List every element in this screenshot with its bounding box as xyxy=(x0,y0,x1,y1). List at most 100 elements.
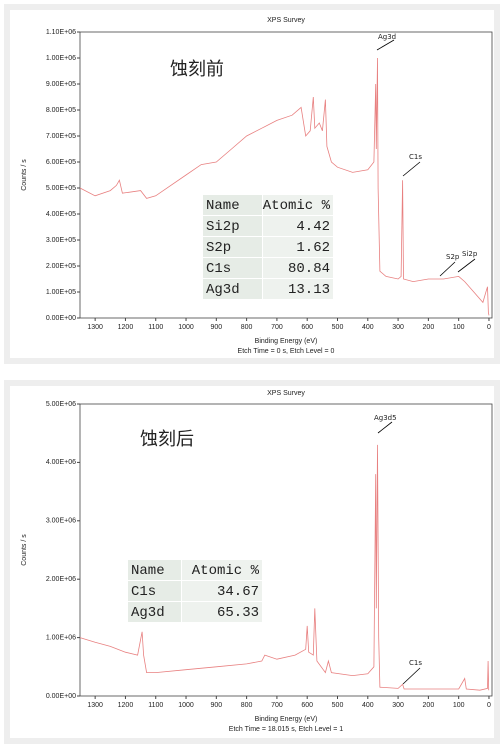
x-tick-label: 800 xyxy=(241,324,253,331)
x-tick-label: 300 xyxy=(392,324,404,331)
table-text: Ag3d xyxy=(131,605,165,621)
y-tick-label: 9.00E+05 xyxy=(46,81,76,88)
annotation: 蚀刻前 xyxy=(170,59,224,80)
spectrum-line xyxy=(79,57,490,316)
plot-frame xyxy=(79,403,493,697)
table-cell xyxy=(263,237,333,257)
chart-title: XPS Survey xyxy=(267,17,305,24)
x-tick-label: 700 xyxy=(271,324,283,331)
footer-note: Etch Time = 0 s, Etch Level = 0 xyxy=(238,348,335,355)
table-cell xyxy=(203,216,262,236)
leader-line xyxy=(439,261,456,277)
y-tick-label: 0.00E+00 xyxy=(46,693,76,700)
x-tick-label: 200 xyxy=(423,702,435,709)
table-text: 4.42 xyxy=(296,219,330,235)
x-tick-label: 1200 xyxy=(118,702,134,709)
table-text: S2p xyxy=(206,240,231,256)
x-tick-label: 1300 xyxy=(87,702,103,709)
y-tick-label: 2.00E+06 xyxy=(46,576,76,583)
annotation: Si2p xyxy=(462,250,478,258)
x-tick-label: 800 xyxy=(241,702,253,709)
y-tick-label: 2.00E+05 xyxy=(46,263,76,270)
x-tick-label: 600 xyxy=(301,702,313,709)
x-axis-label: Binding Energy (eV) xyxy=(255,338,318,345)
x-tick-label: 300 xyxy=(392,702,404,709)
x-tick-label: 1000 xyxy=(178,702,194,709)
leader-line xyxy=(376,39,395,51)
table-cell xyxy=(203,195,262,215)
panel-inner xyxy=(10,10,494,358)
table-cell xyxy=(263,258,333,278)
table-text: C1s xyxy=(131,584,156,600)
y-tick-label: 1.00E+05 xyxy=(46,289,76,296)
annotation: S2p xyxy=(446,253,460,261)
table-text: C1s xyxy=(206,261,231,277)
x-tick-label: 400 xyxy=(362,324,374,331)
y-tick-label: 0.00E+00 xyxy=(46,315,76,322)
table-text: 80.84 xyxy=(288,261,330,277)
table-text: 1.62 xyxy=(296,240,330,256)
x-tick-label: 100 xyxy=(453,702,465,709)
x-tick-label: 100 xyxy=(453,324,465,331)
annotation: Ag3d xyxy=(378,33,396,41)
table-cell xyxy=(128,602,181,622)
y-axis-label: Counts / s xyxy=(21,534,28,566)
table-cell xyxy=(128,560,181,580)
plot-frame xyxy=(79,31,493,319)
x-tick-label: 900 xyxy=(210,702,222,709)
y-tick-label: 1.10E+06 xyxy=(46,29,76,36)
y-axis-label: Counts / s xyxy=(21,159,28,191)
y-tick-label: 1.00E+06 xyxy=(46,55,76,62)
y-tick-label: 8.00E+05 xyxy=(46,107,76,114)
y-tick-label: 5.00E+06 xyxy=(46,401,76,408)
y-tick-label: 5.00E+05 xyxy=(46,185,76,192)
y-tick-label: 3.00E+06 xyxy=(46,518,76,525)
table-cell xyxy=(263,216,333,236)
annotation: Ag3d5 xyxy=(374,414,397,422)
x-tick-label: 500 xyxy=(332,702,344,709)
y-tick-label: 1.00E+06 xyxy=(46,634,76,641)
table-text: Atomic % xyxy=(192,563,260,579)
x-tick-label: 0 xyxy=(487,324,491,331)
table-text: Name xyxy=(131,563,165,579)
leader-line xyxy=(402,161,421,177)
x-tick-label: 500 xyxy=(332,324,344,331)
x-tick-label: 1300 xyxy=(87,324,103,331)
leader-line xyxy=(402,667,421,685)
leader-line xyxy=(377,421,393,434)
x-tick-label: 400 xyxy=(362,702,374,709)
x-tick-label: 600 xyxy=(301,324,313,331)
x-axis-label: Binding Energy (eV) xyxy=(255,716,318,723)
table-cell xyxy=(263,279,333,299)
x-tick-label: 1100 xyxy=(148,324,163,331)
y-tick-label: 4.00E+06 xyxy=(46,459,76,466)
annotation: 蚀刻后 xyxy=(140,429,194,450)
x-tick-label: 1100 xyxy=(148,702,163,709)
y-tick-label: 3.00E+05 xyxy=(46,237,76,244)
table-cell xyxy=(182,581,262,601)
table-text: Si2p xyxy=(206,219,240,235)
y-tick-label: 6.00E+05 xyxy=(46,159,76,166)
x-tick-label: 700 xyxy=(271,702,283,709)
table-text: Atomic % xyxy=(263,198,331,214)
leader-line xyxy=(457,258,476,273)
table-cell xyxy=(203,279,262,299)
x-tick-label: 200 xyxy=(423,324,435,331)
table-cell xyxy=(203,258,262,278)
table-cell xyxy=(263,195,333,215)
table-text: Ag3d xyxy=(206,282,240,298)
table-cell xyxy=(182,560,262,580)
table-text: 65.33 xyxy=(217,605,259,621)
table-cell xyxy=(128,581,181,601)
table-text: 34.67 xyxy=(217,584,259,600)
x-tick-label: 0 xyxy=(487,702,491,709)
x-tick-label: 900 xyxy=(210,324,222,331)
table-cell xyxy=(182,602,262,622)
spectrum-line xyxy=(79,444,490,691)
table-text: 13.13 xyxy=(288,282,330,298)
table-text: Name xyxy=(206,198,240,214)
annotation: C1s xyxy=(409,659,422,667)
footer-note: Etch Time = 18.015 s, Etch Level = 1 xyxy=(229,726,344,733)
annotation: C1s xyxy=(409,153,422,161)
x-tick-label: 1000 xyxy=(178,324,194,331)
